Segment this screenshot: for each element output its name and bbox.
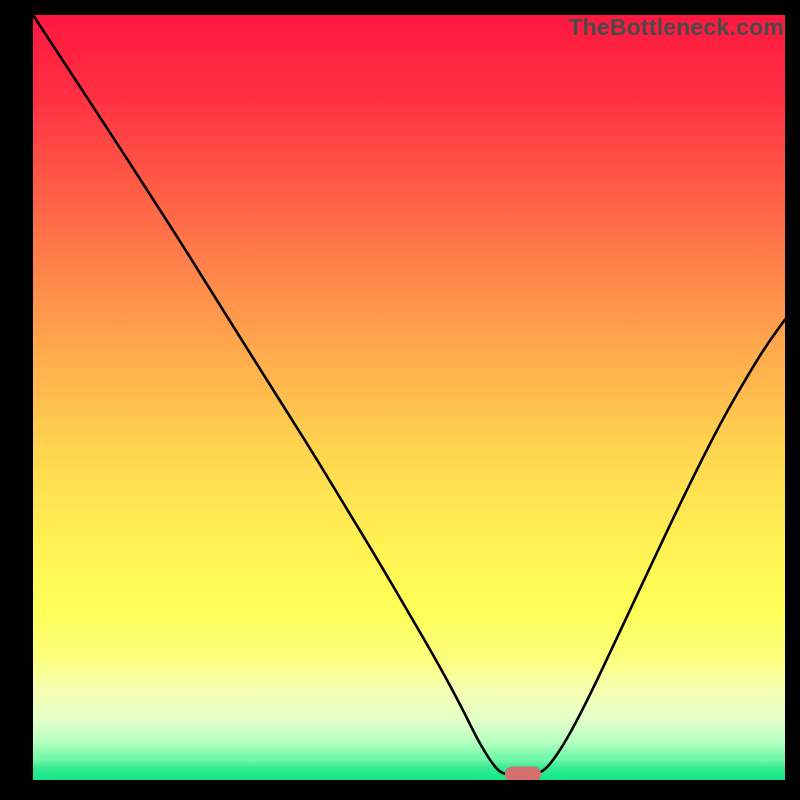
chart-frame: TheBottleneck.com xyxy=(0,0,800,800)
chart-border xyxy=(0,0,800,800)
